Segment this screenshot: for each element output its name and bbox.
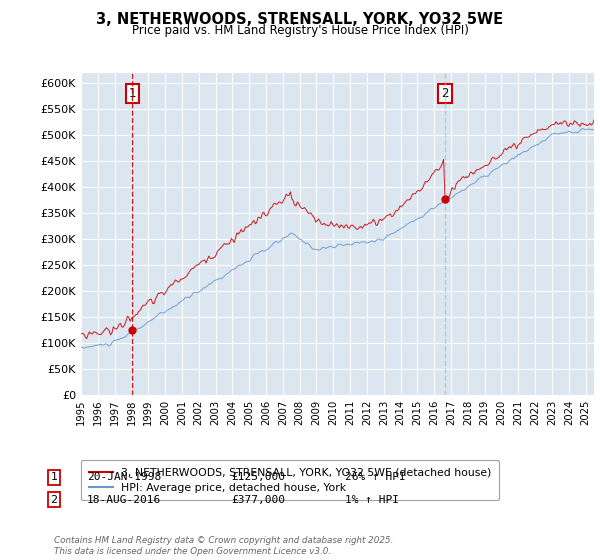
Text: 26% ↑ HPI: 26% ↑ HPI	[345, 472, 406, 482]
Text: 2: 2	[50, 494, 58, 505]
Text: 3, NETHERWOODS, STRENSALL, YORK, YO32 5WE: 3, NETHERWOODS, STRENSALL, YORK, YO32 5W…	[97, 12, 503, 27]
Text: £377,000: £377,000	[231, 494, 285, 505]
Text: Contains HM Land Registry data © Crown copyright and database right 2025.
This d: Contains HM Land Registry data © Crown c…	[54, 536, 394, 556]
Text: 2: 2	[441, 87, 449, 100]
Text: 18-AUG-2016: 18-AUG-2016	[87, 494, 161, 505]
Text: 1: 1	[128, 87, 136, 100]
Text: 1: 1	[50, 472, 58, 482]
Text: 1% ↑ HPI: 1% ↑ HPI	[345, 494, 399, 505]
Text: 20-JAN-1998: 20-JAN-1998	[87, 472, 161, 482]
Text: Price paid vs. HM Land Registry's House Price Index (HPI): Price paid vs. HM Land Registry's House …	[131, 24, 469, 37]
Text: £125,000: £125,000	[231, 472, 285, 482]
Legend: 3, NETHERWOODS, STRENSALL, YORK, YO32 5WE (detached house), HPI: Average price, : 3, NETHERWOODS, STRENSALL, YORK, YO32 5W…	[81, 460, 499, 501]
